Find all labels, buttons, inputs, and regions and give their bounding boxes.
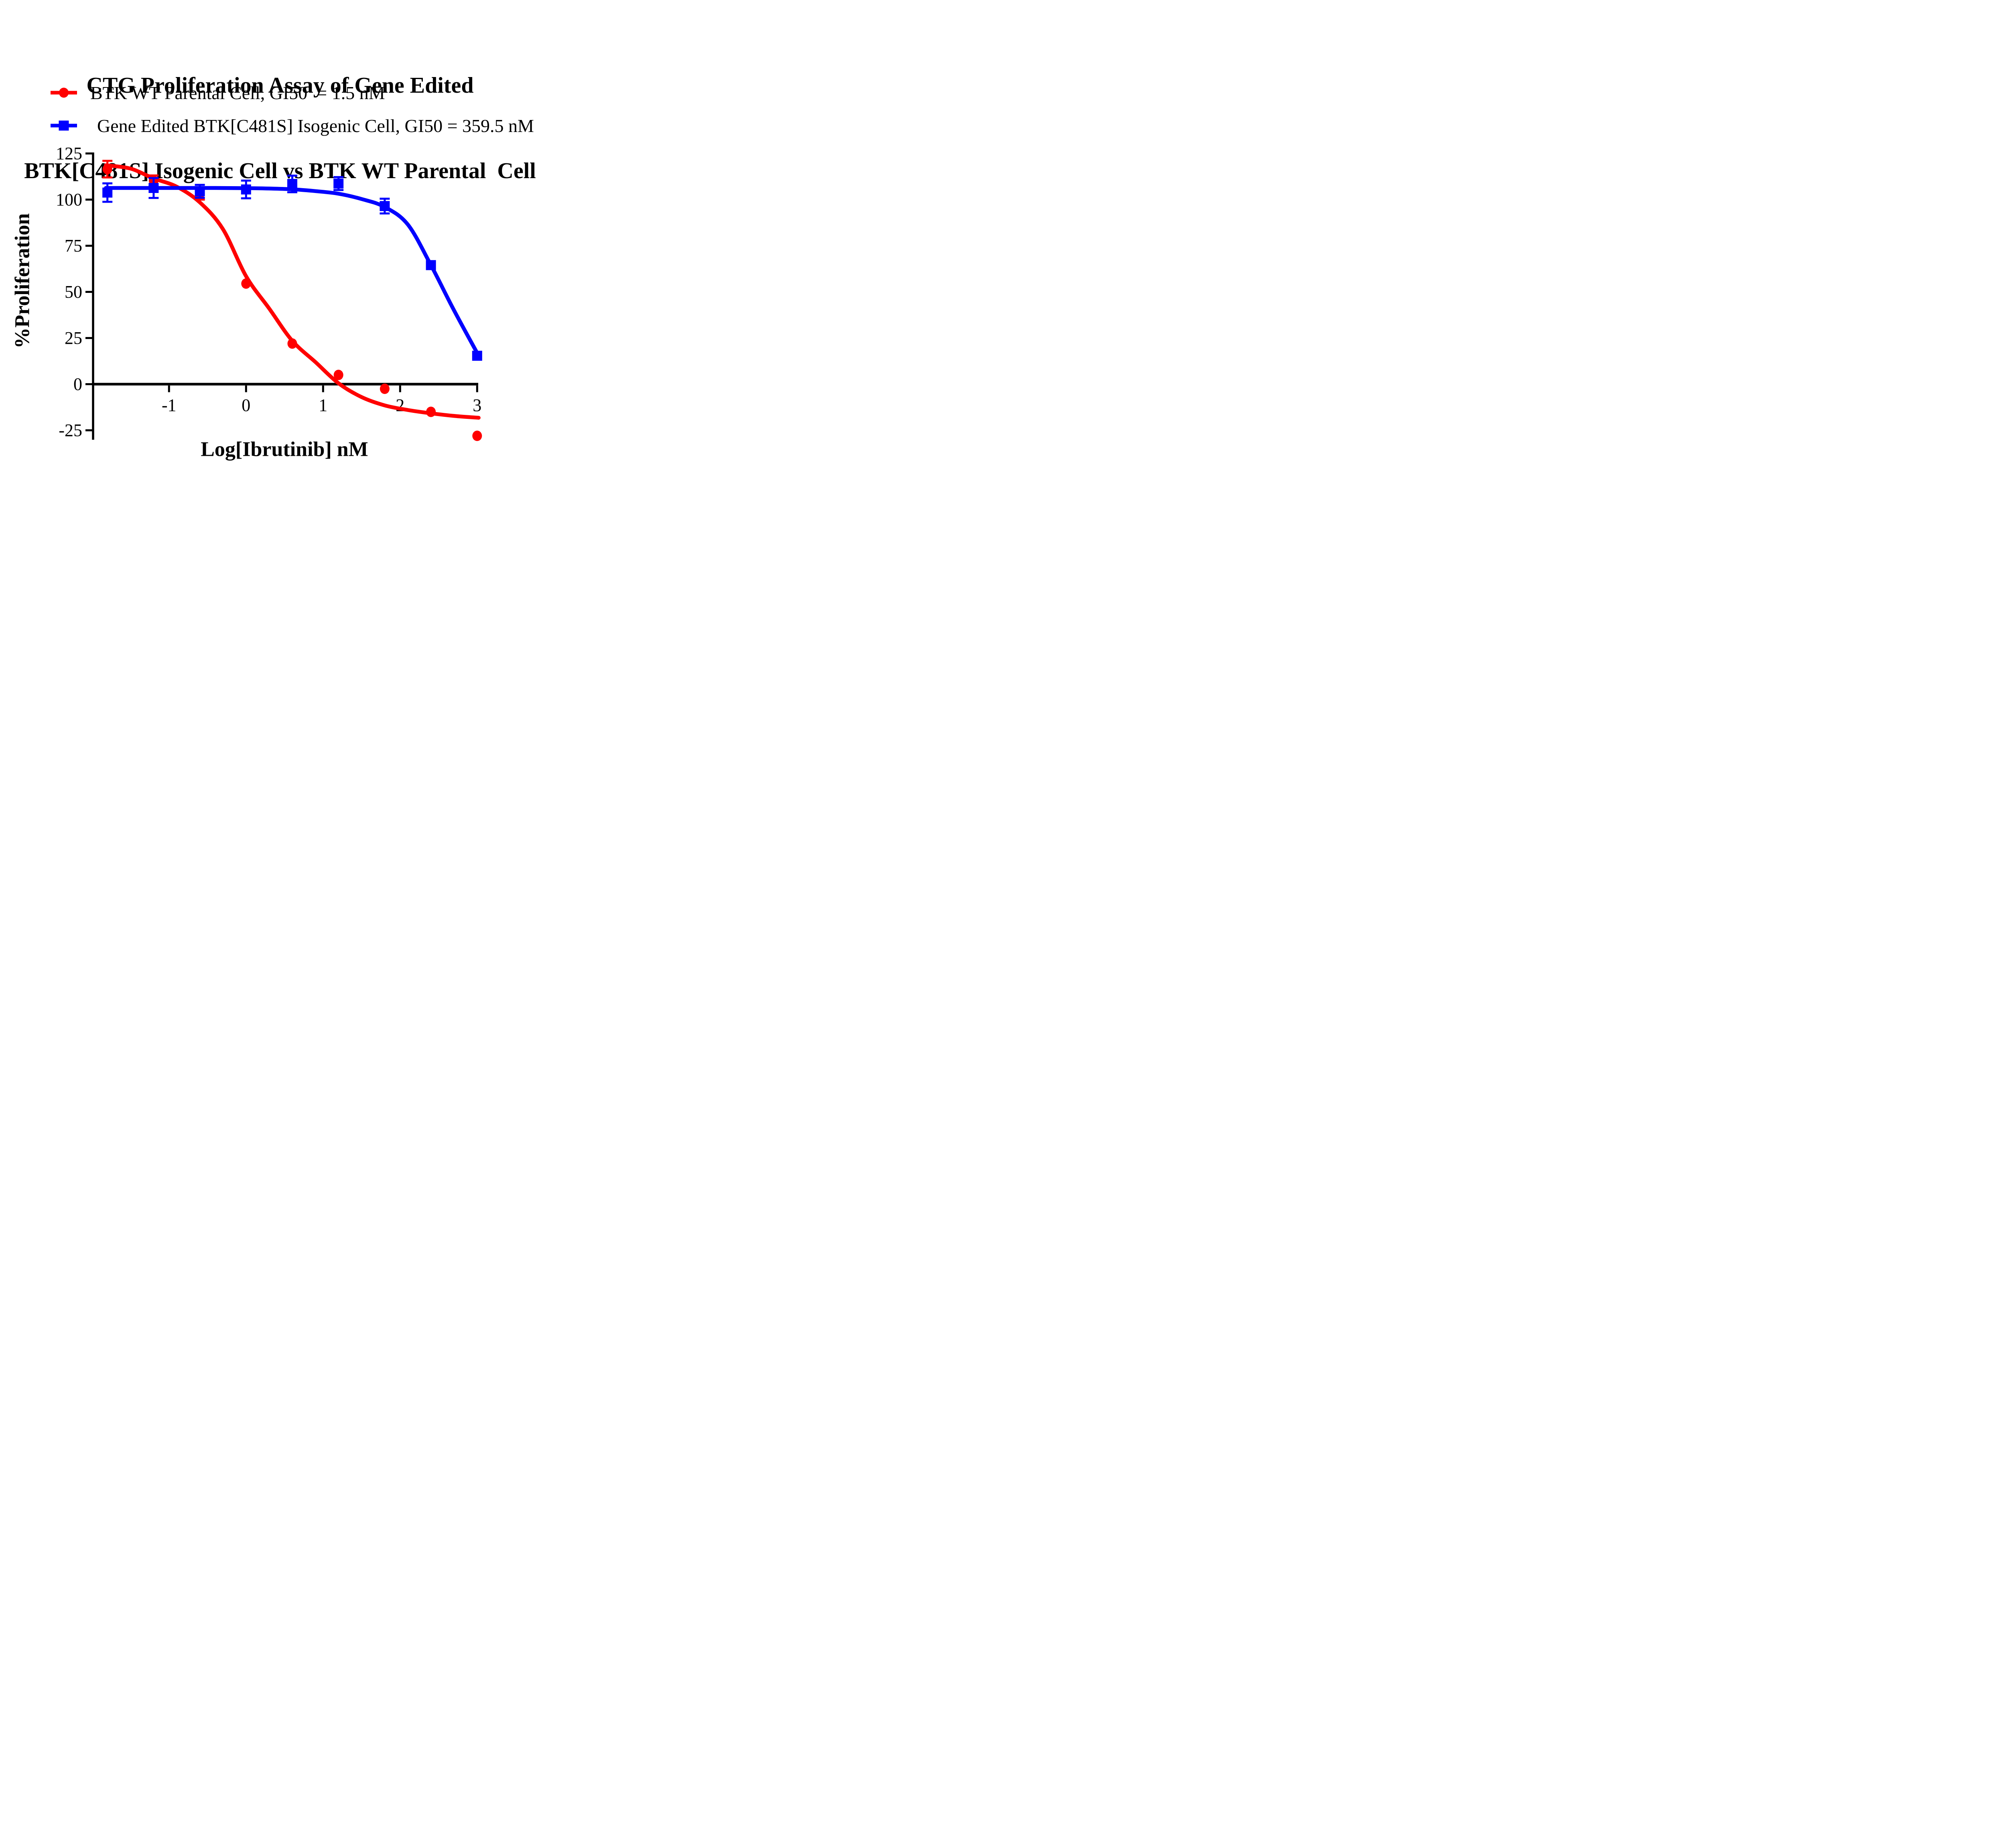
chart-title: CTG Proliferation Assay of Gene Edited B… [0, 14, 560, 242]
legend-label-c481s-isogenic: Gene Edited BTK[C481S] Isogenic Cell, GI… [97, 115, 534, 136]
data-point [426, 406, 436, 417]
legend-square-blue [59, 120, 69, 131]
y-tick-label: 75 [65, 236, 82, 256]
legend-item-wt-parental: BTK WT Parental Cell, GI50 = 1.5 nM [50, 79, 534, 106]
y-tick-label: -25 [59, 420, 82, 440]
chart-title-line2: BTK[C481S] Isogenic Cell vs BTK WT Paren… [24, 158, 536, 183]
data-point [102, 187, 113, 198]
data-point [241, 278, 251, 289]
data-point [333, 370, 343, 380]
data-point [472, 351, 482, 361]
legend-marker-red-circle-icon [51, 87, 77, 98]
data-point [287, 338, 297, 349]
y-tick-label: 25 [65, 328, 82, 348]
data-point [241, 184, 251, 195]
legend-marker-blue-square-icon [51, 120, 77, 131]
legend: BTK WT Parental Cell, GI50 = 1.5 nM Gene… [50, 79, 534, 145]
x-tick-label: 1 [319, 396, 327, 415]
x-tick-label: 3 [473, 396, 481, 415]
x-axis-title: Log[Ibrutinib] nM [201, 438, 368, 461]
chart-title-line1: CTG Proliferation Assay of Gene Edited [86, 73, 474, 98]
series-btk-c481s-isogenic [102, 175, 482, 361]
axes: 125 100 75 50 25 0 -25 -1 0 1 2 3 [56, 144, 481, 440]
legend-item-c481s-isogenic: Gene Edited BTK[C481S] Isogenic Cell, GI… [50, 112, 534, 139]
y-axis-title: %Proliferation [11, 213, 34, 348]
y-tick-label: 50 [65, 282, 82, 302]
x-tick-label: 0 [242, 396, 250, 415]
data-point [102, 164, 112, 175]
legend-label-wt-parental: BTK WT Parental Cell, GI50 = 1.5 nM [90, 82, 385, 103]
legend-circle-red [59, 87, 69, 98]
series-btk-wt-parental [102, 160, 482, 441]
data-point [426, 260, 436, 270]
series-layer [102, 160, 482, 441]
figure-page: CTG Proliferation Assay of Gene Edited B… [0, 0, 586, 462]
fit-curve [104, 186, 481, 358]
plot-area: 125 100 75 50 25 0 -25 -1 0 1 2 3 %Proliferation Lo… [11, 144, 482, 461]
x-tick-label: -1 [162, 396, 177, 415]
data-point [380, 384, 390, 394]
y-tick-label: 125 [56, 144, 82, 163]
data-point [333, 179, 344, 189]
y-tick-label: 0 [73, 374, 82, 394]
data-point [287, 179, 297, 189]
y-tick-label: 100 [56, 190, 82, 209]
data-point [472, 431, 482, 441]
x-tick-label: 2 [396, 396, 404, 415]
data-point [195, 186, 205, 197]
data-point [148, 183, 159, 193]
data-point [380, 201, 390, 211]
fit-curve [104, 163, 481, 420]
